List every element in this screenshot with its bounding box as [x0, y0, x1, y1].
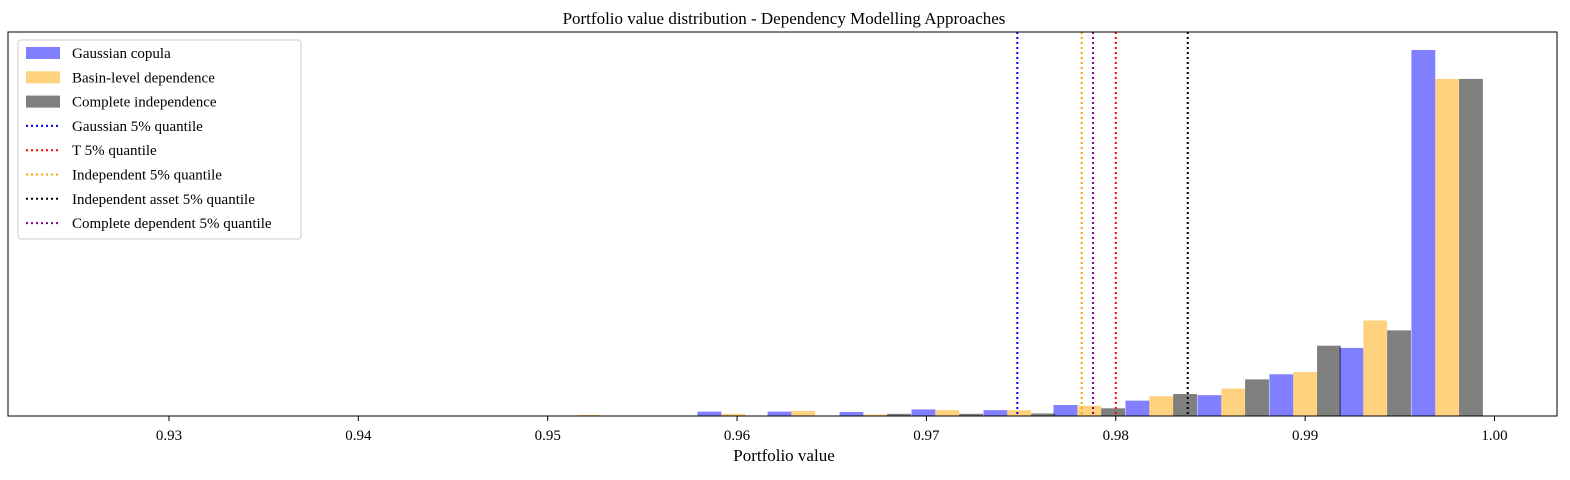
bar-series2-bin3: [721, 413, 746, 416]
x-tick-label: 0.97: [913, 428, 940, 444]
bar-series2-bin6: [935, 410, 960, 416]
bar-series2-bin4: [791, 410, 816, 416]
x-tick-label: 0.95: [535, 428, 561, 444]
bar-series1-bin8: [1053, 405, 1078, 416]
bar-series2-bin11: [1293, 372, 1318, 416]
legend-label-3: Complete independence: [72, 95, 217, 111]
bar-series2-bin1: [577, 414, 602, 416]
bar-series1-bin13: [1411, 50, 1436, 416]
bar-series2-bin13: [1435, 78, 1460, 416]
bar-series1-bin10: [1197, 395, 1222, 416]
bar-series1-bin11: [1269, 374, 1294, 416]
bar-series2-bin10: [1221, 388, 1246, 416]
bar-series2-bin8: [1077, 405, 1102, 416]
plot-frame: [7, 31, 1558, 417]
legend-box: [17, 39, 302, 240]
bars-layer: [577, 50, 1483, 416]
bar-series1-bin4: [767, 411, 792, 416]
bar-series3-bin13: [1459, 78, 1483, 416]
bar-series3-bin9: [1173, 394, 1197, 416]
legend: Gaussian copula Basin-level dependence Com…: [17, 39, 302, 240]
x-tick-label: 1.00: [1481, 428, 1507, 444]
x-axis-label: Portfolio value: [733, 446, 835, 465]
bar-series3-bin8: [1101, 408, 1126, 416]
bar-series2-bin12: [1363, 320, 1388, 416]
bar-series3-bin11: [1317, 345, 1341, 416]
bar-series2-bin5: [863, 414, 888, 416]
legend-swatch-3: [26, 95, 60, 108]
legend-label-8: Complete dependent 5% quantile: [72, 216, 272, 232]
legend-label-2: Basin-level dependence: [72, 70, 215, 86]
bar-series3-bin7: [1031, 413, 1055, 416]
quantile-lines-layer: [1016, 32, 1189, 416]
bar-series1-bin3: [697, 411, 722, 416]
bar-series3-bin12: [1387, 330, 1411, 416]
legend-label-4: Gaussian 5% quantile: [72, 119, 203, 135]
bar-series2-bin7: [1007, 410, 1032, 416]
bar-series1-bin12: [1339, 347, 1364, 416]
bar-series1-bin6: [911, 409, 936, 416]
bar-series1-bin5: [839, 411, 864, 416]
chart-title: Portfolio value distribution - Dependenc…: [563, 9, 1006, 28]
bar-series3-bin10: [1245, 379, 1269, 416]
legend-swatch-2: [26, 71, 60, 84]
bar-series3-bin6: [959, 413, 983, 416]
bar-series1-bin9: [1125, 400, 1150, 416]
bar-series3-bin5: [887, 413, 912, 416]
x-tick-label: 0.99: [1292, 428, 1318, 444]
legend-label-7: Independent asset 5% quantile: [72, 192, 255, 208]
legend-label-1: Gaussian copula: [72, 46, 171, 62]
legend-label-5: T 5% quantile: [72, 143, 157, 159]
x-axis: 0.93 0.94 0.95 0.96 0.97 0.98 0.99 1.00: [156, 416, 1508, 444]
x-tick-label: 0.93: [156, 428, 182, 444]
bar-series2-bin9: [1149, 396, 1174, 416]
bar-series1-bin7: [983, 410, 1008, 416]
x-tick-label: 0.94: [345, 428, 372, 444]
legend-label-6: Independent 5% quantile: [72, 168, 222, 184]
legend-swatch-1: [26, 47, 60, 59]
x-tick-label: 0.98: [1103, 428, 1129, 444]
x-tick-label: 0.96: [724, 428, 751, 444]
